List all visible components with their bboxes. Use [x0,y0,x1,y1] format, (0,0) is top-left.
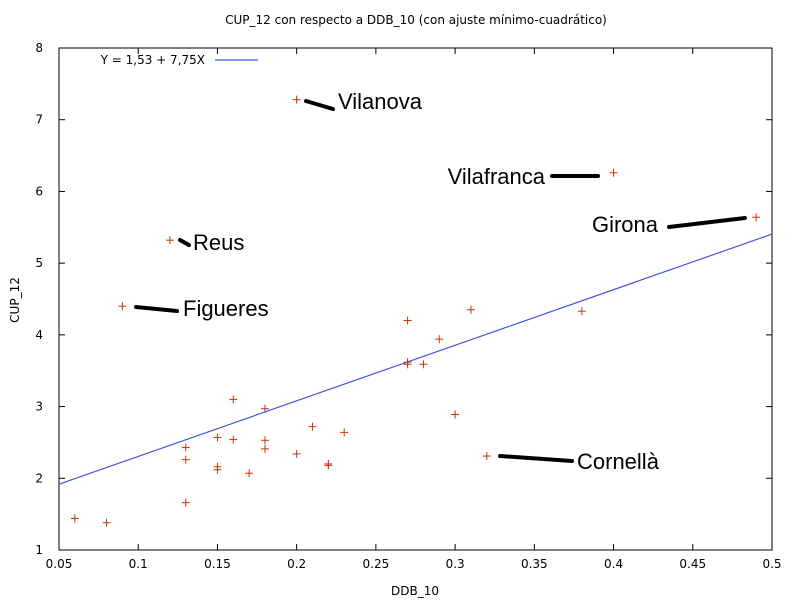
x-axis-label: DDB_10 [391,584,439,598]
x-tick-label: 0.05 [46,557,73,571]
x-tick-label: 0.5 [762,557,781,571]
data-point [435,335,444,344]
x-tick-label: 0.1 [129,557,148,571]
y-tick-label: 7 [35,113,43,127]
y-tick-label: 3 [35,400,43,414]
chart-title: CUP_12 con respecto a DDB_10 (con ajuste… [225,13,607,27]
fit-line [58,233,773,485]
data-point [260,436,269,445]
data-point [292,95,301,104]
data-point [482,452,491,461]
data-point [752,213,761,222]
data-point [229,395,238,404]
annotation-pointer [134,305,179,313]
annotation-label: Reus [193,230,244,255]
legend: Y = 1,53 + 7,75X [100,53,258,67]
x-tick-label: 0.25 [363,557,390,571]
y-tick-label: 1 [35,543,43,557]
data-point [451,410,460,419]
x-tick-label: 0.15 [204,557,231,571]
data-point [181,455,190,464]
data-point [102,518,111,527]
data-point [577,307,586,316]
data-point [213,433,222,442]
annotation-label: Cornellà [577,449,660,474]
annotation-label: Vilanova [338,89,423,114]
x-tick-label: 0.45 [679,557,706,571]
data-point [419,360,428,369]
data-point [213,465,222,474]
annotation-pointer [178,238,191,247]
y-tick-label: 5 [35,256,43,270]
data-point [245,469,254,478]
x-tick-label: 0.3 [446,557,465,571]
y-tick-label: 4 [35,328,43,342]
data-point [181,443,190,452]
data-point [229,435,238,444]
data-point [292,449,301,458]
annotation-label: Vilafranca [448,164,546,189]
y-tick-label: 8 [35,41,43,55]
fit-line-group [58,233,773,485]
data-point [165,236,174,245]
y-tick-label: 6 [35,184,43,198]
plot-frame [58,47,773,551]
annotation-pointer [498,454,574,463]
legend-label: Y = 1,53 + 7,75X [100,53,205,67]
x-tick-label: 0.2 [287,557,306,571]
data-point [403,316,412,325]
annotations: Vilanova Vilafranca Girona Reus Figueres Corn… [134,89,747,474]
data-point [70,514,79,523]
data-point [324,461,333,470]
y-axis-label: CUP_12 [8,277,22,323]
data-point [308,422,317,431]
data-point [340,428,349,437]
annotation-label: Figueres [183,296,269,321]
data-point [260,444,269,453]
data-point [118,302,127,311]
x-tick-label: 0.4 [604,557,623,571]
data-point [609,168,618,177]
y-tick-label: 2 [35,471,43,485]
axis-ticks: 0.05 0.1 0.15 0.2 0.25 0.3 0.35 0.4 0.45 0.5 1 2 3 4 5… [35,41,781,571]
data-point [181,498,190,507]
x-tick-label: 0.35 [521,557,548,571]
data-point [466,305,475,314]
annotation-pointer [667,216,747,229]
annotation-label: Girona [592,212,659,237]
annotation-pointer [304,99,335,111]
